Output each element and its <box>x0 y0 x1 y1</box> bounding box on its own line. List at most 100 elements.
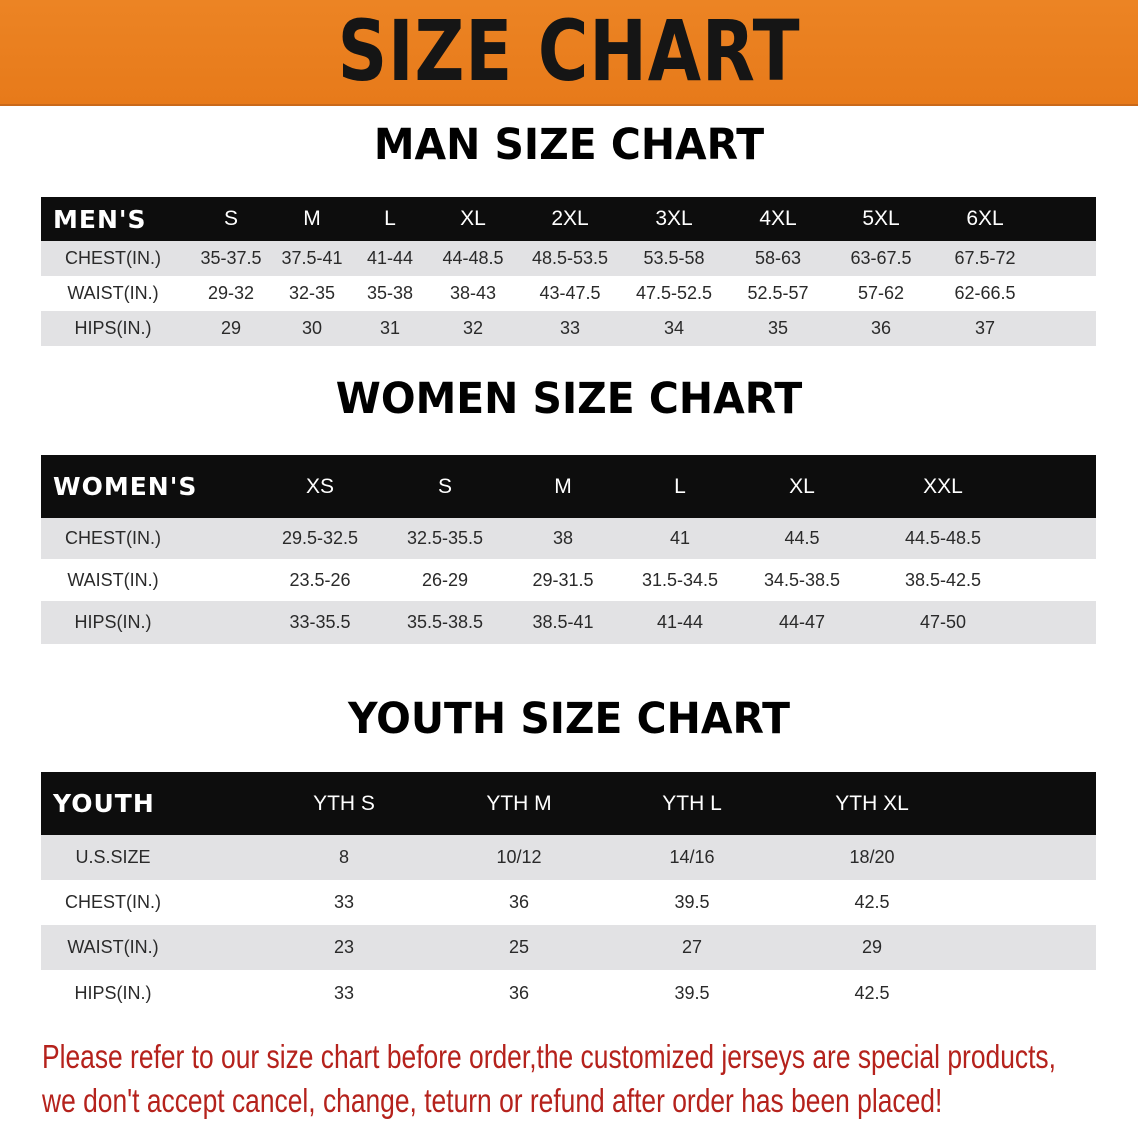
table-cell: 33 <box>559 318 581 338</box>
table-cell: 29.5-32.5 <box>281 528 359 548</box>
table-cell: 10/12 <box>496 847 542 867</box>
size-header: 5XL <box>862 207 900 230</box>
table-cell: 27 <box>681 937 703 957</box>
size-header: YTH L <box>662 791 722 815</box>
men-header-label: MEN'S <box>53 204 147 234</box>
size-header: YTH S <box>313 791 375 815</box>
row-label: WAIST(IN.) <box>67 283 159 303</box>
table-cell: 47-50 <box>919 612 967 632</box>
table-cell: 44-48.5 <box>442 248 504 268</box>
row-label: CHEST(IN.) <box>65 892 161 912</box>
size-header: YTH XL <box>835 791 909 815</box>
table-cell: 30 <box>301 318 323 338</box>
women-size-table: WOMEN'S XS S M L XL XXL CHEST(IN.) 29.5-32.5 32.5… <box>41 455 1096 644</box>
size-header: 2XL <box>551 207 589 230</box>
youth-header-row: YOUTH YTH S YTH M YTH L YTH XL <box>41 772 1096 835</box>
table-cell: 32 <box>462 318 484 338</box>
notice-line-1: Please refer to our size chart before or… <box>42 1038 1056 1075</box>
table-cell: 33 <box>333 892 355 912</box>
size-header: S <box>223 207 238 230</box>
size-header: S <box>437 474 452 498</box>
table-cell: 48.5-53.5 <box>531 248 609 268</box>
size-header: M <box>303 207 321 230</box>
banner: SIZE CHART <box>0 0 1138 106</box>
men-header-row: MEN'S S M L XL 2XL 3XL 4XL 5XL 6XL <box>41 197 1096 241</box>
women-header-label: WOMEN'S <box>53 472 198 501</box>
table-cell: 67.5-72 <box>954 248 1016 268</box>
table-cell: 44-47 <box>778 612 826 632</box>
table-cell: 31.5-34.5 <box>641 569 719 590</box>
table-cell: 36 <box>508 892 530 912</box>
table-cell: 38.5-42.5 <box>904 569 982 590</box>
size-header: M <box>554 474 572 498</box>
table-cell: 44.5 <box>784 528 820 548</box>
table-cell: 32-35 <box>288 283 336 303</box>
size-header: XXL <box>923 474 963 498</box>
table-cell: 34.5-38.5 <box>763 569 841 590</box>
table-cell: 52.5-57 <box>747 283 809 303</box>
table-cell: 26-29 <box>421 569 469 590</box>
table-row: CHEST(IN.) 29.5-32.5 32.5-35.5 38 41 44.5 44.5… <box>41 518 1096 559</box>
row-label: HIPS(IN.) <box>74 982 152 1003</box>
size-header: YTH M <box>486 791 552 815</box>
table-cell: 53.5-58 <box>643 248 705 268</box>
table-cell: 37.5-41 <box>281 248 343 268</box>
table-cell: 57-62 <box>857 283 905 303</box>
table-cell: 63-67.5 <box>850 248 912 268</box>
size-header: L <box>384 207 396 230</box>
table-cell: 33 <box>333 982 355 1003</box>
row-label: U.S.SIZE <box>75 847 151 867</box>
table-cell: 38.5-41 <box>532 612 594 632</box>
table-cell: 8 <box>338 847 349 867</box>
table-cell: 39.5 <box>674 892 710 912</box>
men-section-title: MAN SIZE CHART <box>373 120 765 170</box>
table-cell: 41 <box>669 528 691 548</box>
table-cell: 33-35.5 <box>289 612 351 632</box>
youth-size-table: YOUTH YTH S YTH M YTH L YTH XL U.S.SIZE 8 10/12… <box>41 772 1096 1016</box>
table-cell: 14/16 <box>669 847 715 867</box>
table-cell: 18/20 <box>849 847 895 867</box>
size-header: 6XL <box>966 207 1004 230</box>
table-cell: 42.5 <box>854 892 890 912</box>
size-header: XL <box>460 207 486 230</box>
table-cell: 36 <box>508 982 530 1003</box>
table-cell: 44.5-48.5 <box>904 528 982 548</box>
youth-section-title: YOUTH SIZE CHART <box>348 694 790 744</box>
table-cell: 41-44 <box>656 612 704 632</box>
table-cell: 41-44 <box>366 248 414 268</box>
table-row: WAIST(IN.) 29-32 32-35 35-38 38-43 43-47.5 47.… <box>41 276 1096 311</box>
table-row: HIPS(IN.) 29 30 31 32 33 34 35 36 37 <box>41 311 1096 346</box>
women-section-title: WOMEN SIZE CHART <box>335 374 803 424</box>
table-cell: 62-66.5 <box>954 283 1016 303</box>
table-cell: 38 <box>552 528 574 548</box>
size-header: XL <box>789 474 815 498</box>
table-cell: 29-32 <box>207 283 255 303</box>
table-cell: 35-37.5 <box>200 248 262 268</box>
table-cell: 39.5 <box>674 982 710 1003</box>
table-cell: 38-43 <box>449 283 497 303</box>
table-cell: 35-38 <box>366 283 414 303</box>
row-label: CHEST(IN.) <box>65 528 161 548</box>
table-row: HIPS(IN.) 33 36 39.5 42.5 <box>41 970 1096 1016</box>
table-cell: 35 <box>767 318 789 338</box>
table-cell: 29 <box>220 318 242 338</box>
table-row: WAIST(IN.) 23.5-26 26-29 29-31.5 31.5-34.5 34… <box>41 559 1096 601</box>
size-header: L <box>674 474 686 498</box>
table-row: CHEST(IN.) 35-37.5 37.5-41 41-44 44-48.5 48.5… <box>41 241 1096 276</box>
women-header-row: WOMEN'S XS S M L XL XXL <box>41 455 1096 518</box>
table-cell: 43-47.5 <box>539 283 601 303</box>
men-size-table: MEN'S S M L XL 2XL 3XL 4XL 5XL 6XL CHEST(IN.) 35-37… <box>41 197 1096 346</box>
size-header: XS <box>305 474 334 498</box>
table-cell: 29 <box>861 937 883 957</box>
row-label: HIPS(IN.) <box>74 612 152 632</box>
table-cell: 25 <box>508 937 530 957</box>
table-cell: 36 <box>870 318 892 338</box>
table-cell: 29-31.5 <box>532 569 594 590</box>
table-cell: 42.5 <box>854 982 890 1003</box>
table-row: WAIST(IN.) 23 25 27 29 <box>41 925 1096 970</box>
table-cell: 31 <box>379 318 401 338</box>
row-label: WAIST(IN.) <box>67 569 159 590</box>
table-cell: 35.5-38.5 <box>406 612 484 632</box>
table-cell: 23 <box>333 937 355 957</box>
size-header: 3XL <box>655 207 693 230</box>
